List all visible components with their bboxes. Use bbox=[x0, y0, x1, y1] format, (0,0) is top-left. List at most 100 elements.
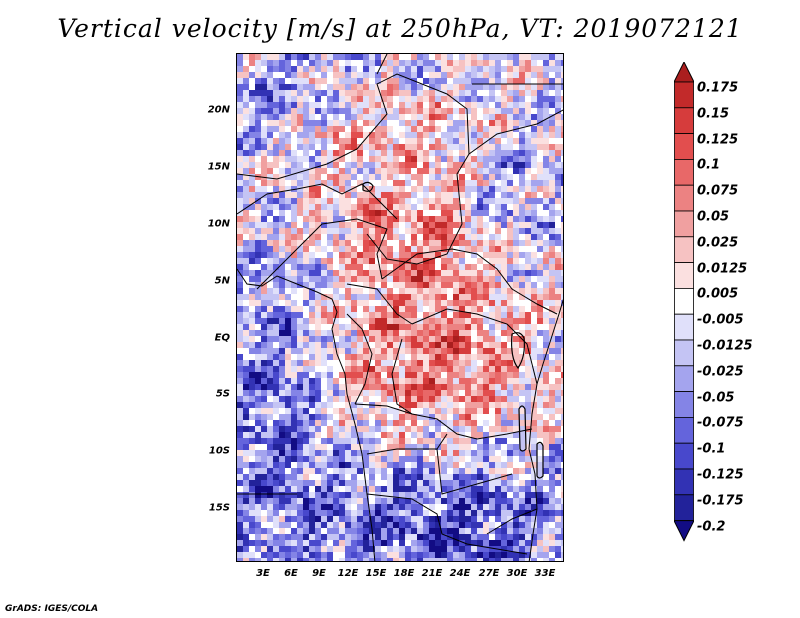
field-cell bbox=[321, 258, 328, 265]
field-cell bbox=[303, 210, 310, 217]
field-cell bbox=[435, 96, 442, 103]
field-cell bbox=[249, 198, 256, 205]
field-cell bbox=[417, 528, 424, 535]
field-cell bbox=[285, 432, 292, 439]
field-cell bbox=[297, 534, 304, 541]
field-cell bbox=[453, 126, 460, 133]
field-cell bbox=[333, 342, 340, 349]
field-cell bbox=[453, 354, 460, 361]
field-cell bbox=[327, 132, 334, 139]
field-cell bbox=[531, 114, 538, 121]
field-cell bbox=[537, 510, 544, 517]
field-cell bbox=[363, 66, 370, 73]
field-cell bbox=[291, 138, 298, 145]
field-cell bbox=[501, 96, 508, 103]
field-cell bbox=[495, 504, 502, 511]
field-cell bbox=[525, 492, 532, 499]
field-cell bbox=[309, 252, 316, 259]
field-cell bbox=[249, 546, 256, 553]
field-cell bbox=[465, 90, 472, 97]
field-cell bbox=[519, 252, 526, 259]
field-cell bbox=[297, 498, 304, 505]
field-cell bbox=[477, 264, 484, 271]
field-cell bbox=[549, 390, 556, 397]
field-cell bbox=[273, 300, 280, 307]
field-cell bbox=[549, 348, 556, 355]
field-cell bbox=[489, 186, 496, 193]
field-cell bbox=[399, 72, 406, 79]
field-cell bbox=[273, 240, 280, 247]
field-cell bbox=[315, 264, 322, 271]
field-cell bbox=[429, 252, 436, 259]
field-cell bbox=[465, 288, 472, 295]
field-cell bbox=[267, 270, 274, 277]
field-cell bbox=[267, 198, 274, 205]
field-cell bbox=[351, 132, 358, 139]
field-cell bbox=[333, 444, 340, 451]
field-cell bbox=[525, 126, 532, 133]
field-cell bbox=[339, 456, 346, 463]
field-cell bbox=[549, 426, 556, 433]
field-cell bbox=[441, 432, 448, 439]
field-cell bbox=[249, 456, 256, 463]
field-cell bbox=[549, 456, 556, 463]
field-cell bbox=[483, 552, 490, 559]
field-cell bbox=[381, 486, 388, 493]
field-cell bbox=[357, 342, 364, 349]
field-cell bbox=[471, 222, 478, 229]
field-cell bbox=[429, 372, 436, 379]
field-cell bbox=[411, 138, 418, 145]
field-cell bbox=[459, 486, 466, 493]
field-cell bbox=[429, 432, 436, 439]
field-cell bbox=[279, 96, 286, 103]
field-cell bbox=[303, 216, 310, 223]
field-cell bbox=[237, 552, 244, 559]
field-cell bbox=[249, 288, 256, 295]
field-cell bbox=[243, 234, 250, 241]
field-cell bbox=[237, 366, 244, 373]
field-cell bbox=[399, 324, 406, 331]
field-cell bbox=[495, 84, 502, 91]
field-cell bbox=[279, 432, 286, 439]
field-cell bbox=[405, 324, 412, 331]
field-cell bbox=[393, 522, 400, 529]
field-cell bbox=[441, 270, 448, 277]
field-cell bbox=[309, 510, 316, 517]
field-cell bbox=[255, 192, 262, 199]
field-cell bbox=[543, 192, 550, 199]
field-cell bbox=[339, 60, 346, 67]
field-cell bbox=[459, 294, 466, 301]
field-cell bbox=[297, 216, 304, 223]
field-cell bbox=[447, 324, 454, 331]
field-cell bbox=[405, 534, 412, 541]
field-cell bbox=[375, 396, 382, 403]
field-cell bbox=[315, 144, 322, 151]
field-cell bbox=[489, 204, 496, 211]
field-cell bbox=[243, 384, 250, 391]
field-cell bbox=[531, 138, 538, 145]
field-cell bbox=[249, 528, 256, 535]
field-cell bbox=[555, 402, 562, 409]
field-cell bbox=[339, 318, 346, 325]
field-cell bbox=[435, 234, 442, 241]
field-cell bbox=[459, 516, 466, 523]
field-cell bbox=[537, 414, 544, 421]
field-cell bbox=[447, 360, 454, 367]
field-cell bbox=[333, 420, 340, 427]
field-cell bbox=[255, 372, 262, 379]
field-cell bbox=[489, 558, 496, 561]
field-cell bbox=[303, 390, 310, 397]
field-cell bbox=[303, 516, 310, 523]
field-cell bbox=[273, 252, 280, 259]
field-cell bbox=[321, 552, 328, 559]
field-cell bbox=[393, 192, 400, 199]
field-cell bbox=[315, 84, 322, 91]
field-cell bbox=[477, 372, 484, 379]
field-cell bbox=[393, 84, 400, 91]
field-cell bbox=[495, 60, 502, 67]
field-cell bbox=[453, 306, 460, 313]
field-cell bbox=[399, 552, 406, 559]
field-cell bbox=[471, 474, 478, 481]
field-cell bbox=[315, 318, 322, 325]
field-cell bbox=[291, 264, 298, 271]
